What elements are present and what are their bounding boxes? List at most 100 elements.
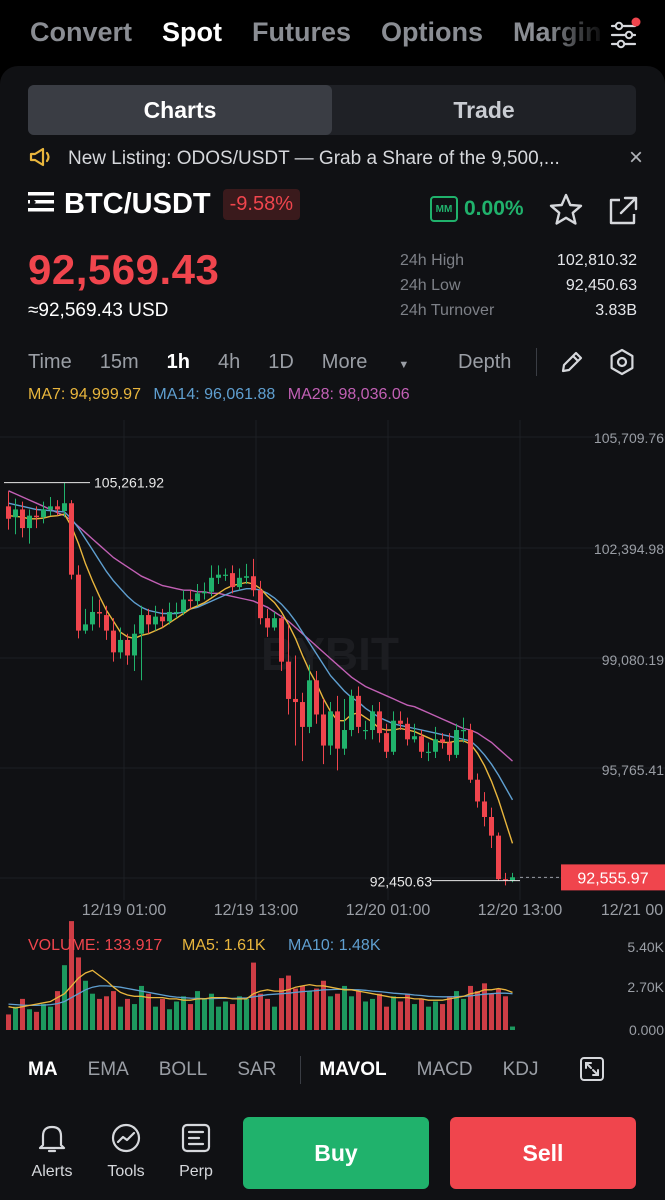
sliders-icon[interactable] <box>607 16 643 52</box>
volume-bar <box>405 993 410 1030</box>
tf-4h[interactable]: 4h <box>217 350 241 373</box>
candle-body <box>405 723 410 740</box>
volume-bar <box>496 988 501 1030</box>
ma14-legend: MA14: 96,061.88 <box>153 386 276 403</box>
candle-body <box>34 515 39 518</box>
volume-bar <box>328 996 333 1030</box>
volume-bar <box>503 996 508 1030</box>
candle-body <box>83 624 88 631</box>
price-chart[interactable]: BYBIT 105,709.76 102,394.98 99,080.19 95,765… <box>0 420 665 1050</box>
bottom-action-bar: Alerts Tools Perp Buy Sell <box>0 1104 665 1200</box>
star-icon[interactable] <box>548 193 584 232</box>
stat-row-low: 24h Low 92,450.63 <box>400 273 637 298</box>
alerts-button[interactable]: Alerts <box>22 1122 82 1181</box>
candle-body <box>356 695 361 727</box>
expand-icon[interactable] <box>579 1056 605 1088</box>
ma28-legend: MA28: 98,036.06 <box>287 386 410 403</box>
volume-bar <box>146 993 151 1030</box>
bell-icon <box>22 1122 82 1159</box>
ind-sar[interactable]: SAR <box>237 1059 277 1080</box>
nav-spot[interactable]: Spot <box>162 16 223 47</box>
volume-bar <box>279 978 284 1030</box>
tools-button[interactable]: Tools <box>96 1122 156 1181</box>
ind-boll[interactable]: BOLL <box>158 1059 208 1080</box>
candle-body <box>62 503 67 512</box>
ma7-legend: MA7: 94,999.97 <box>28 386 141 403</box>
mm-rate[interactable]: MM 0.00% <box>430 196 524 222</box>
sell-button[interactable]: Sell <box>450 1117 636 1189</box>
volume-ma5-legend: MA5: 1.61K <box>182 937 266 954</box>
share-icon[interactable] <box>606 194 640 233</box>
volume-bar <box>461 998 466 1030</box>
candle-body <box>489 816 494 836</box>
candle-body <box>419 736 424 752</box>
nav-convert[interactable]: Convert <box>30 16 133 47</box>
candle-body <box>146 615 151 625</box>
close-icon[interactable]: × <box>628 144 643 171</box>
volume-bar <box>202 998 207 1030</box>
candle-body <box>433 739 438 752</box>
buy-button[interactable]: Buy <box>243 1117 429 1189</box>
candle-body <box>335 711 340 749</box>
volume-bar <box>412 1004 417 1030</box>
x-tick-label: 12/19 01:00 <box>82 902 167 919</box>
volume-bar <box>286 975 291 1030</box>
volume-bar <box>489 993 494 1030</box>
alerts-label: Alerts <box>31 1163 73 1180</box>
timeframe-bar: Time 15m 1h 4h 1D More ▼ Depth <box>28 346 638 378</box>
volume-bar <box>272 1006 277 1030</box>
tf-1d[interactable]: 1D <box>268 350 294 373</box>
candle-body <box>55 506 60 510</box>
ind-macd[interactable]: MACD <box>416 1059 473 1080</box>
gear-icon[interactable] <box>608 348 636 382</box>
ind-ma[interactable]: MA <box>28 1059 58 1080</box>
stat-label: 24h High <box>400 251 465 269</box>
indicator-bar: MA EMA BOLL SAR MAVOL MACD KDJ <box>0 1046 665 1094</box>
tf-1h[interactable]: 1h <box>166 350 190 373</box>
tab-charts[interactable]: Charts <box>28 85 332 135</box>
candle-body <box>41 509 46 518</box>
pencil-icon[interactable] <box>558 348 586 382</box>
volume-bar <box>223 1001 228 1030</box>
y-tick-label: 95,765.41 <box>602 762 664 778</box>
candle-body <box>286 661 291 699</box>
depth-button[interactable]: Depth <box>458 350 512 373</box>
volume-y-tick-label: 2.70K <box>627 979 664 995</box>
volume-bar <box>398 1001 403 1030</box>
candle-body <box>496 835 501 880</box>
pair-menu-icon[interactable] <box>28 190 56 219</box>
ind-ema[interactable]: EMA <box>87 1059 129 1080</box>
tab-trade[interactable]: Trade <box>453 96 515 123</box>
volume-bar <box>370 998 375 1030</box>
nav-options[interactable]: Options <box>381 16 484 47</box>
ind-kdj[interactable]: KDJ <box>502 1059 539 1080</box>
y-tick-label: 99,080.19 <box>602 652 664 668</box>
volume-legend: VOLUME: 133.917 <box>28 937 162 954</box>
volume-bar <box>440 1004 445 1030</box>
tools-label: Tools <box>107 1163 145 1180</box>
candle-body <box>237 577 242 588</box>
announcement-bar[interactable]: New Listing: ODOS/USDT — Grab a Share of… <box>28 140 643 178</box>
current-price-label: 92,555.97 <box>577 870 648 887</box>
tf-more-label: More <box>321 350 368 373</box>
volume-bar <box>55 991 60 1030</box>
current-price-tag <box>561 864 665 891</box>
candle-body <box>454 730 459 755</box>
ind-mavol[interactable]: MAVOL <box>319 1059 387 1080</box>
candle-body <box>307 680 312 727</box>
perp-button[interactable]: Perp <box>166 1122 226 1181</box>
pair-name[interactable]: BTC/USDT <box>64 188 211 220</box>
volume-bar <box>6 1014 11 1030</box>
nav-futures[interactable]: Futures <box>252 16 352 47</box>
tf-time[interactable]: Time <box>28 350 72 373</box>
candle-body <box>503 879 508 881</box>
perp-label: Perp <box>179 1163 213 1180</box>
tf-15m[interactable]: 15m <box>99 350 139 373</box>
chart-canvas[interactable]: BYBIT105,709.76102,394.9899,080.1995,765… <box>0 420 665 1050</box>
volume-bar <box>97 998 102 1030</box>
volume-bar <box>468 985 473 1030</box>
candle-body <box>461 730 466 732</box>
candle-body <box>300 702 305 727</box>
volume-bar <box>426 1006 431 1030</box>
tf-more[interactable]: More ▼ <box>322 351 437 374</box>
